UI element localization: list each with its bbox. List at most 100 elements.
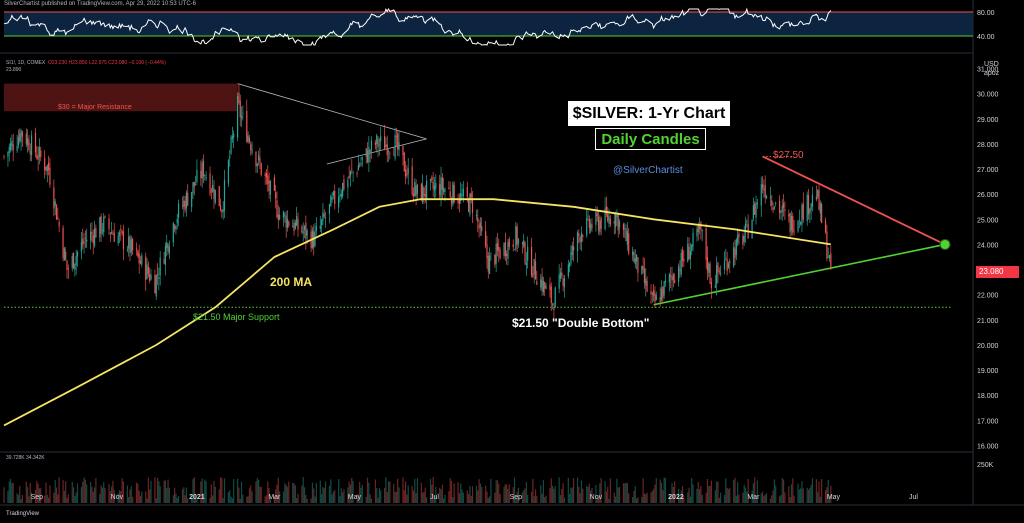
volume-bar: [378, 488, 380, 503]
candle-body: [830, 253, 832, 268]
price-tick-label: 21.000: [977, 318, 999, 325]
candle-body: [30, 135, 33, 156]
volume-bar: [86, 484, 88, 503]
candle-body: [227, 160, 230, 184]
candle-body: [240, 115, 243, 119]
candle-body: [282, 211, 285, 218]
volume-bar: [746, 491, 748, 503]
volume-bar: [192, 478, 194, 503]
candle-body: [496, 243, 499, 251]
candle-body: [494, 255, 496, 265]
volume-bar: [402, 477, 404, 503]
candle-body: [541, 276, 543, 291]
candle-body: [524, 242, 526, 264]
candle-body: [265, 173, 268, 178]
volume-bar: [286, 486, 289, 503]
candle-body: [53, 187, 55, 209]
candle-body: [782, 203, 785, 208]
candle-body: [664, 280, 667, 283]
candle-body: [558, 274, 560, 289]
volume-bar: [784, 492, 786, 503]
volume-bar: [541, 493, 543, 503]
volume-bar: [706, 478, 709, 503]
volume-bar: [512, 487, 514, 503]
candle-body: [321, 219, 323, 226]
candle-body: [55, 204, 58, 220]
wedge-line: [237, 83, 427, 140]
candle-body: [563, 277, 566, 288]
candle-body: [735, 239, 737, 256]
volume-bar: [167, 479, 169, 503]
time-tick-label: 2022: [668, 494, 684, 501]
volume-bar: [138, 490, 140, 503]
volume-bar: [277, 477, 279, 503]
volume-bar: [572, 478, 575, 503]
time-tick-label: Sep: [31, 494, 44, 501]
tradingview-logo[interactable]: TradingView: [6, 511, 39, 517]
candle-body: [83, 241, 85, 244]
candle-body: [559, 272, 562, 279]
candle-body: [729, 261, 731, 263]
candle-body: [322, 212, 324, 221]
candle-body: [415, 185, 417, 197]
volume-bar: [643, 493, 646, 503]
volume-bar: [449, 477, 451, 503]
candle-body: [398, 142, 400, 150]
candle-body: [449, 191, 451, 197]
volume-bar: [696, 488, 698, 503]
candle-body: [655, 294, 657, 301]
volume-bar: [334, 489, 336, 503]
candle-body: [435, 183, 437, 189]
volume-bar: [650, 492, 652, 503]
candle-body: [534, 261, 537, 280]
candle-body: [268, 180, 270, 191]
price-tick-label: 26.000: [977, 192, 999, 199]
volume-bar: [213, 480, 215, 503]
candle-body: [40, 150, 42, 158]
volume-bar: [416, 478, 419, 503]
volume-bar: [338, 479, 340, 503]
candle-body: [742, 236, 744, 245]
candle-body: [276, 200, 278, 217]
volume-bar: [135, 482, 138, 503]
candle-body: [174, 225, 176, 229]
candle-body: [132, 238, 134, 251]
candle-body: [288, 221, 290, 226]
volume-bar: [714, 490, 716, 503]
candle-body: [424, 194, 426, 197]
volume-bar: [222, 498, 224, 503]
candle-body: [821, 204, 823, 223]
volume-bar: [200, 481, 202, 503]
candle-body: [250, 144, 252, 151]
volume-bar: [172, 495, 174, 503]
candle-body: [54, 201, 56, 206]
candle-body: [185, 192, 188, 209]
volume-bar: [461, 489, 463, 503]
candle-body: [279, 214, 281, 220]
volume-bar: [196, 498, 198, 503]
candle-body: [680, 252, 682, 275]
candle-body: [441, 177, 443, 190]
volume-bar: [523, 490, 525, 503]
candle-body: [128, 236, 130, 249]
candle-body: [111, 232, 113, 234]
candle-body: [21, 131, 23, 137]
volume-bar: [11, 483, 13, 503]
candle-body: [67, 268, 69, 270]
currency-button[interactable]: USD apoz: [984, 60, 999, 78]
volume-bar: [561, 488, 563, 503]
volume-bar: [532, 478, 534, 503]
volume-bar: [819, 496, 821, 503]
symbol-legend[interactable]: SI1!, 1D, COMEX O23.230 H23.850 L22.975 …: [6, 60, 166, 66]
candle-body: [231, 135, 233, 140]
candle-body: [221, 210, 223, 213]
volume-bar: [755, 495, 757, 503]
volume-bar: [313, 488, 315, 503]
volume-bar: [742, 492, 744, 503]
volume-bar: [515, 497, 517, 503]
candle-body: [356, 173, 358, 174]
volume-bar: [8, 481, 10, 503]
candle-body: [155, 275, 157, 297]
volume-bar: [747, 478, 749, 503]
